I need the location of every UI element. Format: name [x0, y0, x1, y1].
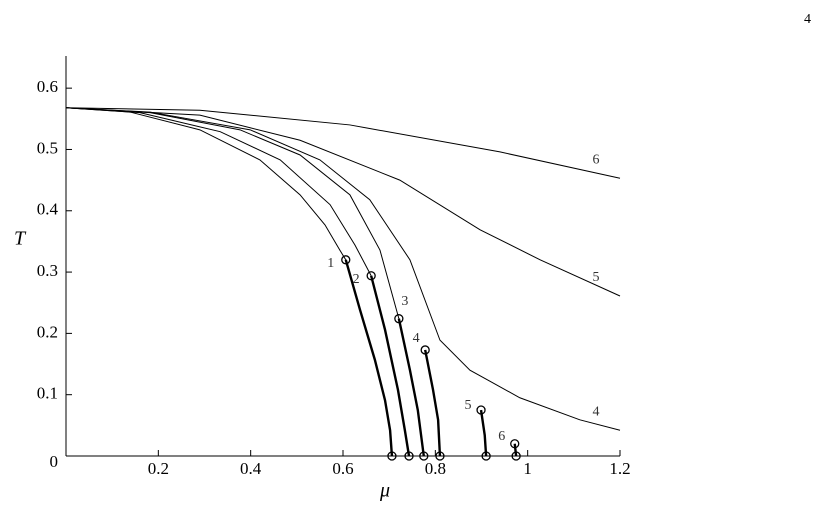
end-marker	[435, 451, 445, 461]
end-marker	[481, 451, 491, 461]
curve	[65, 107, 621, 179]
y-tick-label: 0.3	[37, 261, 58, 280]
x-tick-label: 0.4	[240, 459, 262, 478]
curve	[479, 409, 488, 457]
curve-label: 3	[401, 294, 408, 309]
end-marker	[476, 405, 486, 415]
end-marker	[420, 345, 430, 355]
curve	[65, 107, 347, 261]
y-axis-label: T	[14, 228, 27, 250]
curve	[513, 443, 518, 457]
end-marker	[387, 451, 397, 461]
curve	[65, 107, 400, 319]
curve	[423, 349, 442, 457]
end-marker	[511, 451, 521, 461]
x-axis-label: μ	[379, 480, 390, 502]
y-tick-label: 0.6	[37, 77, 58, 96]
end-marker	[419, 451, 429, 461]
curve-label: 4	[593, 404, 600, 419]
curve-label: 2	[353, 272, 360, 287]
end-marker	[510, 439, 520, 449]
curve-label: 5	[593, 270, 600, 285]
curve-label: 4	[413, 331, 420, 346]
y-tick-label: 0.2	[37, 322, 58, 341]
end-marker	[404, 451, 414, 461]
curve	[65, 107, 621, 297]
x-tick-label: 0.6	[332, 459, 353, 478]
curve	[65, 107, 621, 431]
x-tick-label: 1.2	[609, 459, 630, 478]
curve-label: 1	[327, 256, 334, 271]
page-number: 4	[804, 12, 811, 27]
y-tick-label: 0	[50, 452, 59, 471]
end-marker	[341, 255, 351, 265]
x-tick-label: 0.8	[425, 459, 446, 478]
curve-label: 6	[498, 429, 505, 444]
end-marker	[394, 314, 404, 324]
y-tick-label: 0.4	[37, 200, 59, 219]
y-tick-label: 0.5	[37, 138, 58, 157]
end-marker	[366, 271, 376, 281]
x-tick-label: 1	[523, 459, 532, 478]
curve-label: 6	[593, 152, 600, 167]
curve	[65, 107, 372, 276]
curve	[369, 275, 411, 457]
y-tick-label: 0.1	[37, 384, 58, 403]
curve-label: 5	[465, 398, 472, 413]
curve	[397, 318, 425, 457]
x-tick-label: 0.2	[148, 459, 169, 478]
curve	[344, 259, 394, 457]
